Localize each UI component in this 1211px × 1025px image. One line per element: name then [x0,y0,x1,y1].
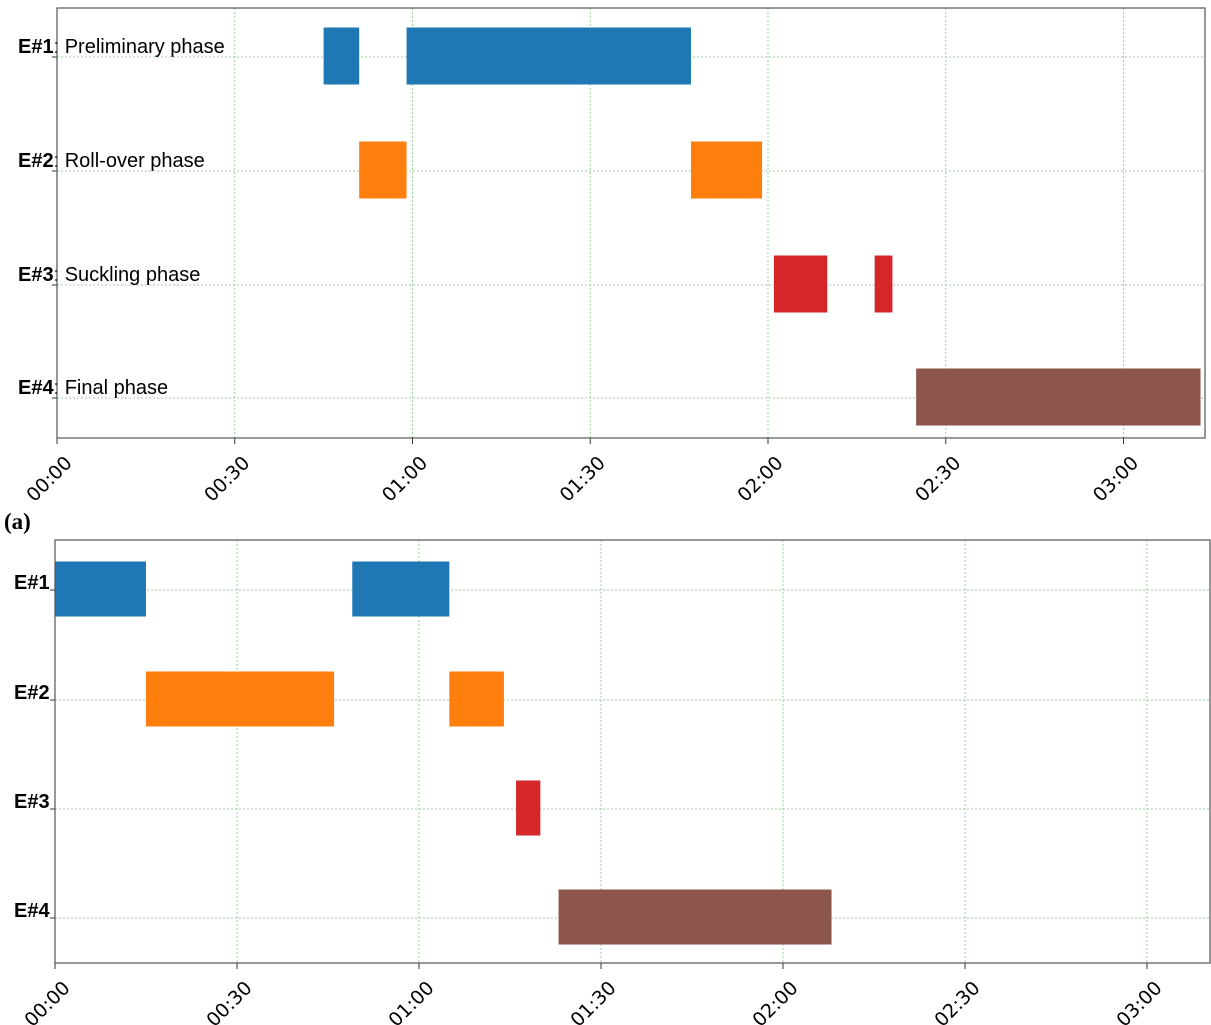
row-label-id: E#3 [18,264,54,286]
x-tick-label: 02:30 [930,977,984,1025]
x-tick-label: 00:30 [200,452,254,506]
plot-frame [54,539,1211,964]
x-tick-label: 00:00 [20,977,74,1025]
x-tick-label: 01:00 [378,452,432,506]
row-label-phase: : Roll-over phase [54,150,205,172]
phase-bar [516,780,541,836]
x-tick-label: 01:00 [384,977,438,1025]
phase-bar [146,671,335,727]
x-tick-label: 01:30 [556,452,610,506]
row-label-phase: : Suckling phase [54,264,201,286]
panel-label: (a) [4,509,31,534]
row-label: E#4: Final phase [18,377,168,399]
x-tick-label: 03:00 [1112,977,1166,1025]
row-label: E#3 [14,791,50,813]
chart-panel-2: 00:00 00:30 01:00 01:30 02:00 02:30 03:00 E#1 E#… [4,509,1211,1025]
phase-bar [558,889,832,945]
plot-frame [56,7,1206,439]
row-label-id: E#3 [14,791,50,813]
row-label-id: E#2 [14,682,50,704]
x-tick-label: 02:00 [748,977,802,1025]
row-label: E#2 [14,682,50,704]
phase-bar [449,671,504,727]
row-label-id: E#1 [14,572,50,594]
x-tick-label: 01:30 [566,977,620,1025]
row-label-id: E#2 [18,150,54,172]
x-tick-label: 03:00 [1089,452,1143,506]
phase-bar [359,141,407,199]
row-label-id: E#1 [18,36,54,58]
phase-bar [773,255,828,313]
phase-bar [916,368,1201,426]
phase-bar [690,141,763,199]
row-label: E#4 [14,900,50,922]
phase-bar [352,561,450,617]
x-tick-label: 00:30 [202,977,256,1025]
x-tick-label: 02:30 [911,452,965,506]
row-label-phase: : Preliminary phase [54,36,225,58]
row-label-id: E#4 [14,900,50,922]
row-label: E#3: Suckling phase [18,264,200,286]
row-label-phase: : Final phase [54,377,169,399]
phase-bar [323,27,360,85]
row-label: E#2: Roll-over phase [18,150,205,172]
chart-panel-1: 00:00 00:30 01:00 01:30 02:00 02:30 03:00E#1: … [18,7,1206,506]
row-label-id: E#4 [18,377,54,399]
phase-bar [874,255,893,313]
x-tick-label: 00:00 [22,452,76,506]
row-label: E#1: Preliminary phase [18,36,225,58]
phase-bar [406,27,691,85]
phase-bar [55,561,146,617]
row-label: E#1 [14,572,50,594]
x-tick-label: 02:00 [733,452,787,506]
